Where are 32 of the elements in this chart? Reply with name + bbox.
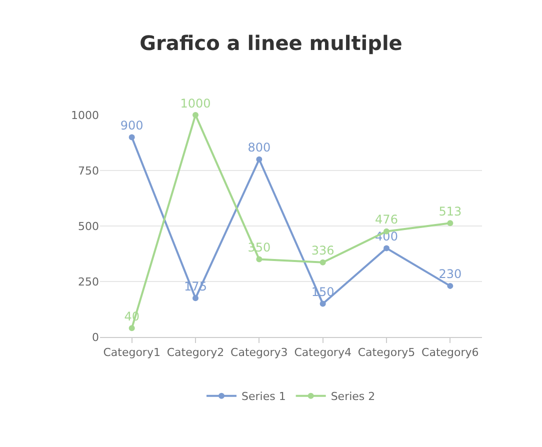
y-tick-label: 750 [78, 164, 99, 178]
x-tick-label: Category6 [422, 346, 479, 360]
x-tick-label: Category3 [230, 346, 288, 360]
point [447, 220, 454, 226]
point [447, 282, 454, 289]
point [192, 295, 198, 302]
x-tick-label: Category4 [294, 346, 352, 360]
data-label: 230 [438, 267, 462, 282]
legend-label: Series 1 [242, 390, 286, 404]
data-label: 513 [438, 204, 462, 218]
y-tick-label: 250 [78, 275, 99, 288]
point [192, 112, 198, 118]
legend-label: Series 2 [330, 390, 376, 404]
data-label: 1000 [180, 96, 211, 110]
y-tick-label: 1000 [71, 108, 99, 122]
point [128, 134, 135, 140]
data-label: 800 [248, 140, 271, 155]
point [384, 245, 390, 252]
y-tick-label: 0 [92, 330, 99, 344]
point [256, 256, 262, 262]
chart-title: Grafico a linee multiple [140, 30, 402, 55]
x-tick-label: Category2 [166, 346, 224, 360]
data-label: 900 [120, 118, 144, 132]
x-tick-label: Category5 [358, 346, 416, 360]
point [256, 156, 262, 162]
data-label: 476 [375, 212, 398, 227]
point [320, 300, 326, 307]
y-tick-label: 500 [78, 220, 99, 233]
x-tick-label: Category1 [103, 346, 160, 360]
point [320, 259, 326, 266]
point [128, 325, 135, 332]
data-label: 336 [311, 244, 334, 258]
